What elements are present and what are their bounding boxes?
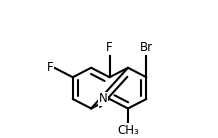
- Text: F: F: [106, 41, 113, 54]
- Text: CH₃: CH₃: [117, 124, 139, 136]
- Text: Br: Br: [140, 41, 153, 54]
- Text: N: N: [99, 92, 107, 105]
- Text: F: F: [47, 61, 53, 74]
